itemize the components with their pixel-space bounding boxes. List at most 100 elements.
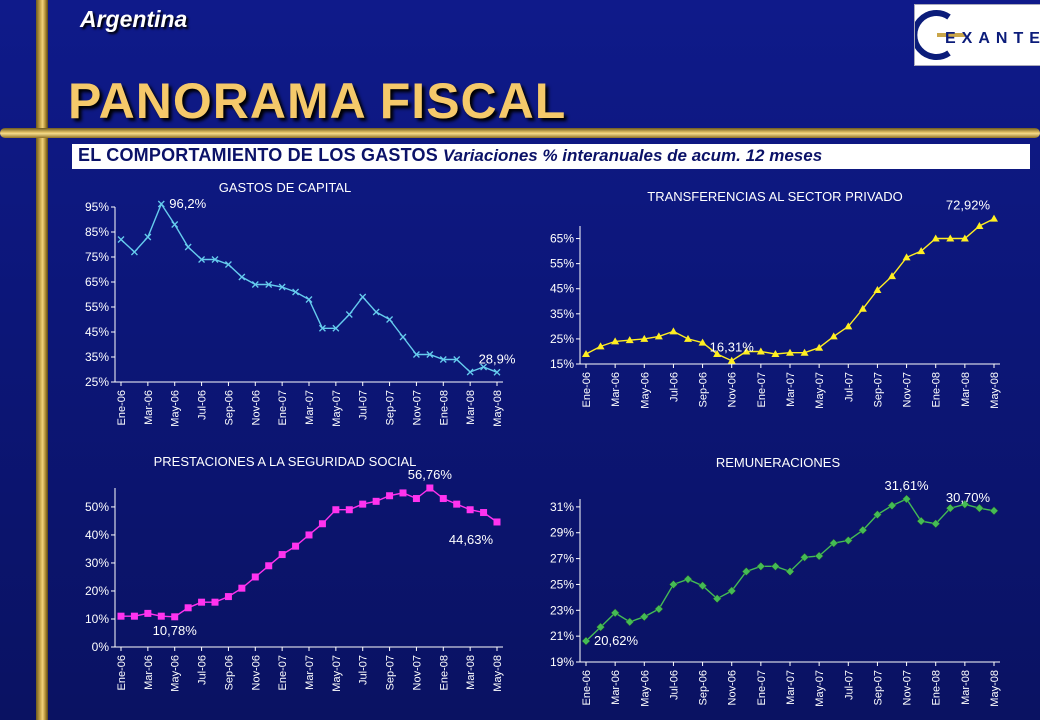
data-point xyxy=(582,349,590,357)
data-point xyxy=(480,363,488,371)
y-tick-label: 25% xyxy=(550,332,574,346)
y-tick-label: 25% xyxy=(550,577,574,591)
y-tick-label: 55% xyxy=(550,257,574,271)
y-tick-label: 29% xyxy=(550,526,574,540)
x-tick-label: Ene-07 xyxy=(277,655,289,690)
x-tick-label: May-06 xyxy=(170,390,182,427)
data-point xyxy=(117,612,125,620)
x-tick-label: Ene-08 xyxy=(438,655,450,690)
data-point xyxy=(224,593,232,601)
chart-title: PRESTACIONES A LA SEGURIDAD SOCIAL xyxy=(154,454,417,469)
chart-prestaciones-seguridad-social: PRESTACIONES A LA SEGURIDAD SOCIAL 0% 10% 2… xyxy=(85,454,504,692)
data-point xyxy=(596,342,605,350)
x-tick-label: Sep-06 xyxy=(698,372,710,407)
x-tick-label: Mar-08 xyxy=(960,670,972,705)
data-point xyxy=(305,296,313,303)
data-label: 10,78% xyxy=(153,623,198,638)
x-tick-label: May-07 xyxy=(331,655,343,692)
data-point xyxy=(873,285,882,293)
y-tick-label: 31% xyxy=(550,500,574,514)
x-tick-label: Sep-06 xyxy=(223,390,235,425)
data-point xyxy=(144,609,152,617)
chart-gastos-de-capital: GASTOS DE CAPITAL 25% 35% 45% 55% 65% 75% 85% 95… xyxy=(85,180,516,427)
data-point xyxy=(858,304,867,312)
x-tick-label: Ene-07 xyxy=(756,670,768,705)
data-point xyxy=(902,494,911,504)
x-tick-label: Ene-08 xyxy=(931,670,943,705)
chart-title: TRANSFERENCIAS AL SECTOR PRIVADO xyxy=(647,189,902,204)
y-tick-label: 27% xyxy=(550,552,574,566)
data-label: 72,92% xyxy=(946,198,991,213)
country-label: Argentina xyxy=(80,6,188,32)
data-point xyxy=(292,542,300,550)
data-point xyxy=(654,332,663,340)
data-point xyxy=(412,495,420,503)
data-point xyxy=(873,510,882,519)
y-tick-label: 45% xyxy=(550,282,574,296)
x-tick-label: Jul-06 xyxy=(668,670,680,700)
data-point xyxy=(829,332,838,340)
data-point xyxy=(439,495,447,503)
x-tick-label: Nov-06 xyxy=(250,655,262,690)
data-point xyxy=(800,348,809,356)
y-tick-label: 35% xyxy=(550,307,574,321)
x-tick-label: May-08 xyxy=(989,372,1001,409)
data-point xyxy=(372,308,380,316)
data-label: 28,9% xyxy=(479,351,516,366)
y-tick-label: 0% xyxy=(92,640,110,654)
x-tick-label: Nov-06 xyxy=(727,670,739,705)
x-tick-label: Mar-08 xyxy=(465,390,477,425)
x-tick-label: May-08 xyxy=(989,670,1001,707)
data-point xyxy=(251,573,259,581)
x-tick-label: Sep-06 xyxy=(698,670,710,705)
x-tick-label: Mar-07 xyxy=(785,372,797,407)
data-point xyxy=(669,580,678,589)
x-tick-label: Mar-07 xyxy=(304,655,316,690)
data-point xyxy=(931,234,940,242)
series-line xyxy=(121,487,498,618)
data-point xyxy=(669,327,678,335)
chart-remuneraciones: REMUNERACIONES 19% 21% 23% 25% 27% 29% 31% Ene-0… xyxy=(550,455,1001,707)
data-point xyxy=(814,551,824,561)
data-point xyxy=(989,506,999,516)
data-label: 96,2% xyxy=(169,196,206,211)
data-point xyxy=(211,256,219,263)
data-point xyxy=(902,253,911,261)
x-tick-label: Jul-07 xyxy=(358,655,370,685)
y-tick-label: 15% xyxy=(550,357,574,371)
y-tick-label: 10% xyxy=(85,612,109,626)
data-point xyxy=(171,613,179,621)
data-point xyxy=(466,506,474,514)
x-tick-label: Mar-08 xyxy=(960,372,972,407)
data-point xyxy=(800,552,809,562)
y-tick-label: 35% xyxy=(85,350,109,364)
data-label: 20,62% xyxy=(594,633,639,648)
data-point xyxy=(975,503,984,513)
x-tick-label: Jul-06 xyxy=(197,390,209,420)
data-point xyxy=(345,311,353,318)
x-tick-label: Nov-06 xyxy=(727,372,739,407)
data-label: 31,61% xyxy=(885,478,930,493)
data-point xyxy=(844,322,853,330)
x-tick-label: May-08 xyxy=(492,390,504,427)
data-point xyxy=(786,348,794,356)
x-tick-label: Mar-07 xyxy=(304,390,316,425)
data-point xyxy=(480,509,488,517)
data-point xyxy=(426,484,434,492)
data-point xyxy=(198,598,206,606)
data-label: 30,70% xyxy=(946,490,991,505)
x-tick-label: Jul-07 xyxy=(358,390,370,420)
data-point xyxy=(625,617,635,627)
section-subtitle: EL COMPORTAMIENTO DE LOS GASTOS Variacio… xyxy=(72,144,1030,169)
data-point xyxy=(771,561,780,571)
data-point xyxy=(756,347,765,355)
data-point xyxy=(975,222,984,229)
data-point xyxy=(493,368,501,376)
data-point xyxy=(117,236,125,243)
data-point xyxy=(198,256,206,263)
data-point xyxy=(305,531,313,539)
data-point xyxy=(359,500,367,508)
data-point xyxy=(843,536,853,545)
x-tick-label: Sep-07 xyxy=(872,670,884,705)
y-tick-label: 55% xyxy=(85,300,109,314)
